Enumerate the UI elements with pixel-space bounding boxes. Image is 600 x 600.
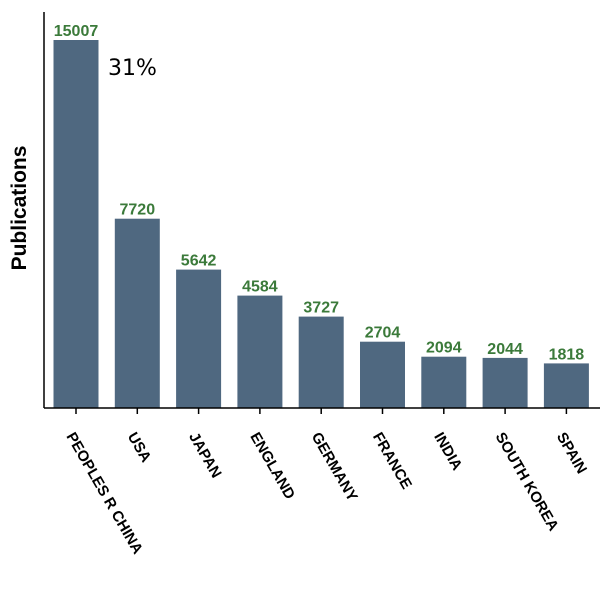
x-tick-label-england: ENGLAND	[246, 430, 298, 503]
value-label-england: 4584	[242, 279, 278, 296]
value-label-france: 2704	[365, 325, 401, 342]
x-tick-label-spain: SPAIN	[553, 430, 590, 477]
x-tick-label-france: FRANCE	[369, 430, 415, 493]
value-label-germany: 3727	[303, 300, 339, 317]
x-axis-ticks	[75, 408, 568, 414]
x-tick-label-japan: JAPAN	[185, 430, 225, 482]
x-tick-label-germany: GERMANY	[308, 430, 361, 505]
bar-usa	[114, 218, 160, 408]
bar-germany	[298, 316, 344, 408]
x-tick-label-south-korea: SOUTH KOREA	[492, 430, 562, 535]
bar-japan	[176, 269, 222, 408]
bar-spain	[543, 363, 589, 408]
x-tick-label-india: INDIA	[430, 430, 465, 474]
x-tick-label-usa: USA	[124, 430, 155, 466]
value-label-peoples-r-china: 15007	[54, 23, 99, 40]
value-label-india: 2094	[426, 340, 462, 357]
y-axis-label: Publications	[8, 146, 31, 271]
bar-england	[237, 295, 283, 408]
value-label-spain: 1818	[549, 346, 585, 363]
value-label-usa: 7720	[120, 202, 156, 219]
bar-peoples-r-china	[53, 40, 99, 408]
bar-france	[360, 341, 405, 408]
value-label-japan: 5642	[181, 253, 217, 270]
bar-south-korea	[482, 357, 528, 408]
value-labels: 15007 7720 5642 4584 3727 2704 2094 2044 1818	[54, 23, 585, 363]
bars	[53, 40, 589, 408]
value-label-south-korea: 2044	[487, 341, 523, 358]
annotation-percent: 31%	[108, 56, 157, 81]
bar-india	[421, 356, 467, 408]
